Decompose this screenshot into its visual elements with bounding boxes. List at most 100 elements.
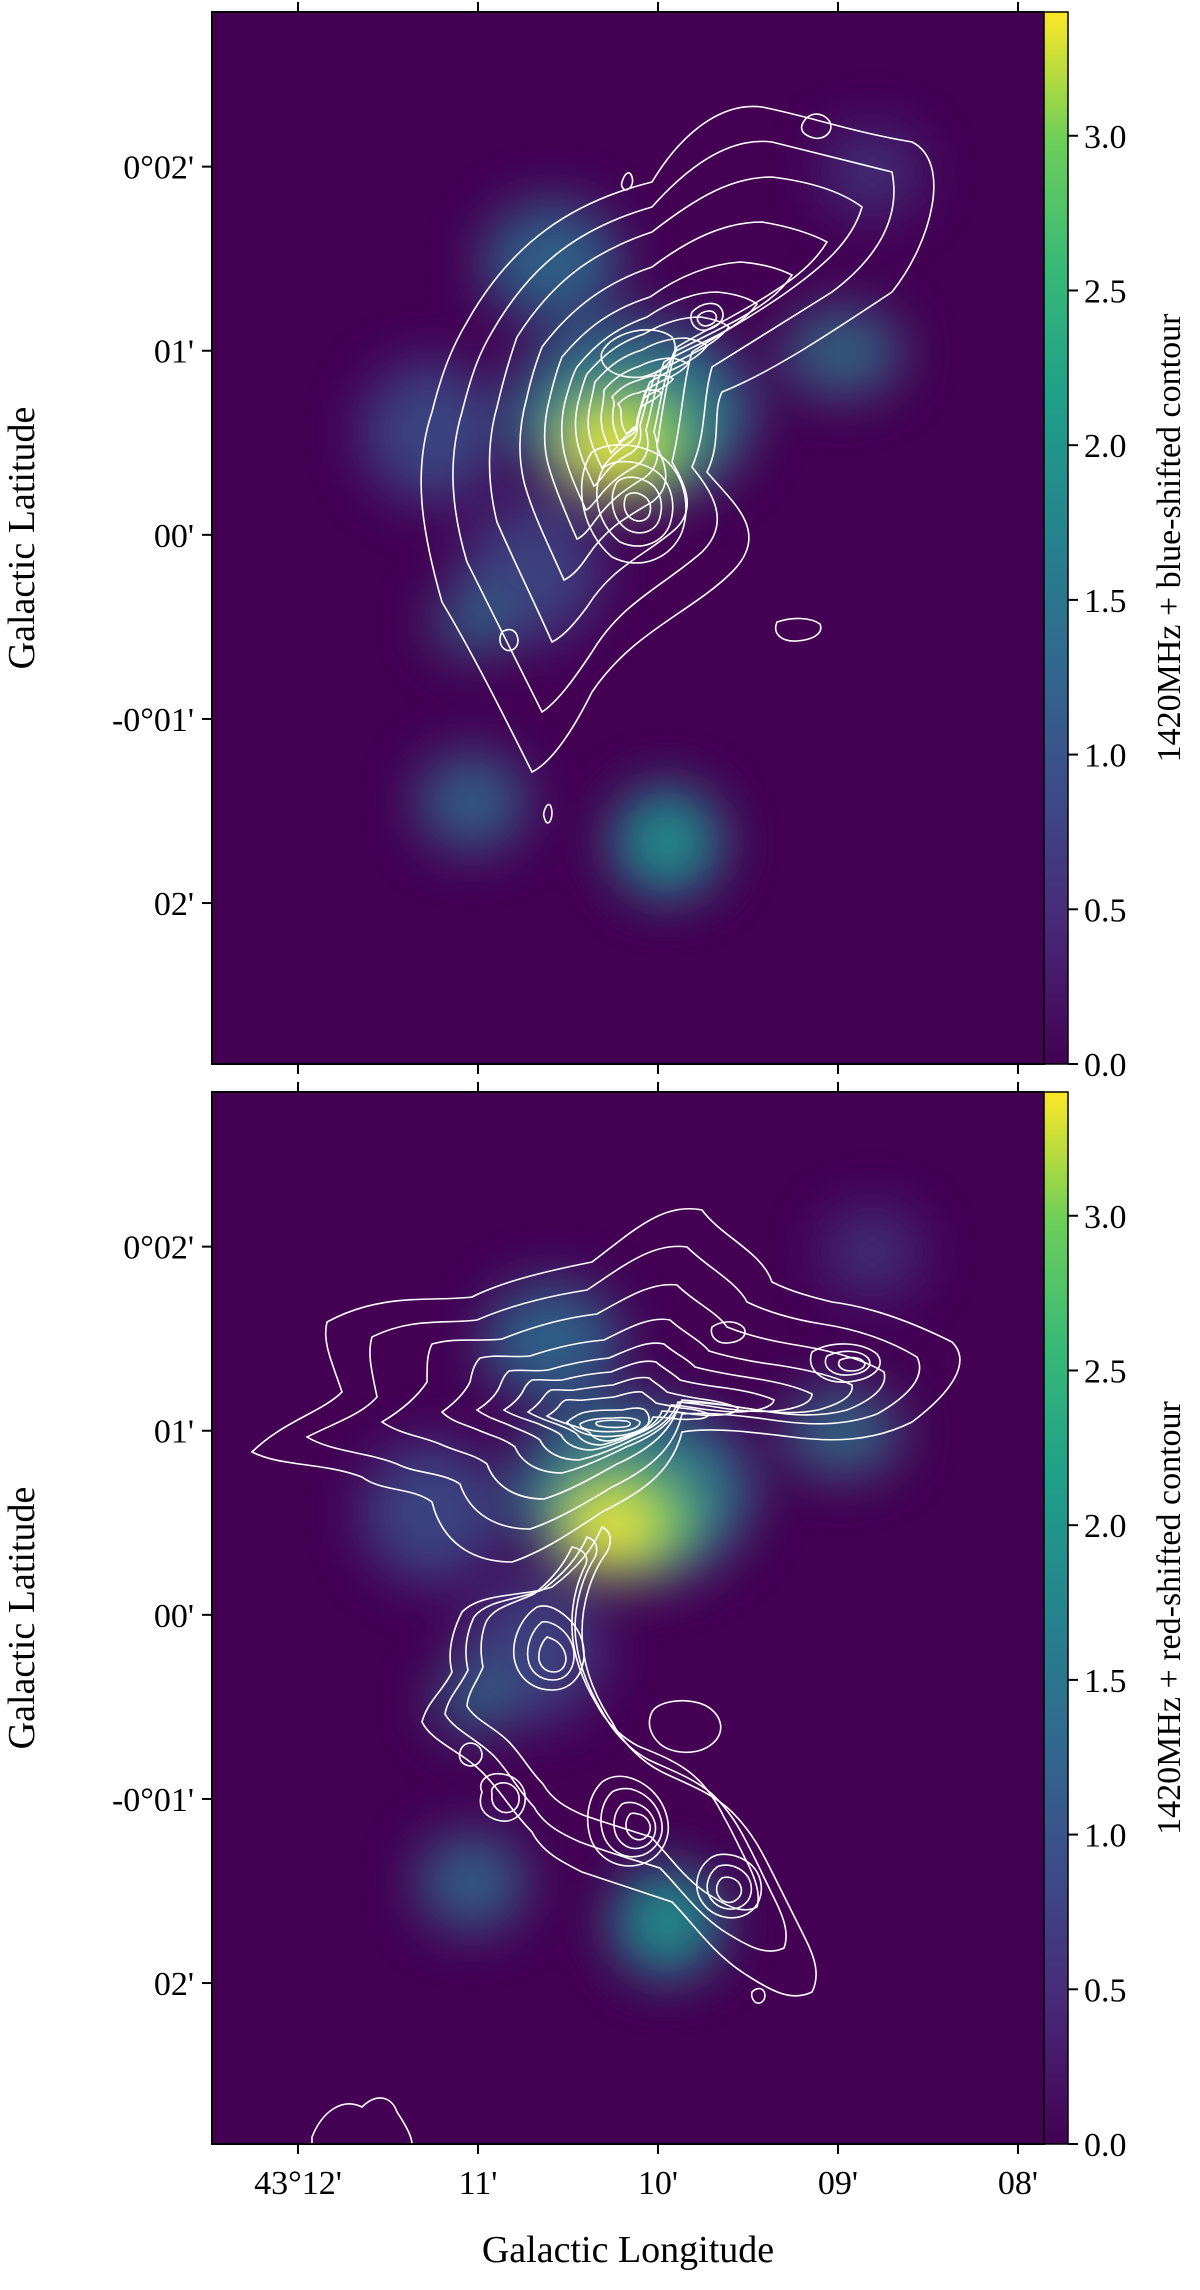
x-tick-label: 11' — [459, 2165, 498, 2202]
colorbar-tick-label: 2.5 — [1084, 273, 1127, 310]
contour-line — [580, 444, 687, 564]
contour-line — [305, 1245, 921, 1530]
y-tick-label: 02' — [154, 886, 194, 923]
contour-line — [479, 1772, 527, 1822]
y-tick-label: -0°01' — [112, 702, 194, 739]
x-tick-label: 10' — [638, 2165, 678, 2202]
contour-line — [595, 1419, 632, 1429]
contours-blue-shifted — [420, 105, 935, 824]
contour-line — [613, 1801, 657, 1850]
contour-line — [440, 1318, 853, 1474]
emission-blob — [612, 1867, 722, 1977]
x-tick-label: 08' — [998, 2165, 1038, 2202]
contour-line — [809, 1343, 881, 1383]
y-axis-label: Galactic Latitude — [1, 1487, 43, 1750]
emission-blob — [782, 307, 902, 397]
contour-line — [775, 617, 822, 642]
x-tick-label: 09' — [818, 2165, 858, 2202]
contour-line — [499, 628, 519, 652]
y-tick-label: 01' — [154, 1414, 194, 1451]
panel-top: 0°02' 01' 00' -0°01' 02' Galactic Latitude 0.0… — [1, 2, 1188, 1084]
colorbar-tick-label: 1.0 — [1084, 1818, 1127, 1855]
colorbar-label: 1420MHz + blue-shifted contour — [1151, 313, 1188, 762]
colorbar-tick-label: 2.0 — [1084, 1508, 1127, 1545]
contour-line — [824, 1350, 871, 1376]
contour-line — [596, 460, 674, 547]
contour-line — [475, 1342, 813, 1461]
colorbar-top — [1043, 11, 1069, 1065]
contour-line — [586, 1775, 669, 1867]
contour-line — [250, 1207, 961, 1563]
contour-line — [519, 221, 829, 582]
x-axis-label: Galactic Longitude — [482, 2229, 774, 2271]
contour-line — [466, 1546, 760, 1911]
emission-blob — [822, 127, 922, 217]
contour-line — [488, 176, 863, 644]
emission-blob — [612, 787, 722, 897]
colorbar-tick-label: 2.5 — [1084, 1353, 1127, 1390]
emission-blob — [432, 1667, 512, 1737]
emission-blob — [362, 1442, 502, 1582]
emission-blob — [822, 1207, 922, 1297]
heatmap-image-top — [212, 12, 1044, 1064]
emission-blob — [362, 362, 502, 502]
contour-line — [561, 291, 759, 511]
contour-line — [750, 1987, 766, 2004]
contour-line — [452, 140, 895, 714]
colorbar-tick-label: 1.5 — [1084, 1663, 1127, 1700]
contour-line — [311, 2097, 413, 2144]
contour-line — [574, 316, 731, 488]
contour-line — [800, 113, 832, 140]
contour-line — [616, 389, 662, 436]
contour-line — [542, 803, 553, 824]
contour-line — [690, 302, 724, 332]
contour-line — [837, 1356, 866, 1372]
contour-line — [458, 1742, 483, 1767]
colorbar-bottom — [1043, 1091, 1069, 2145]
heatmap-image-bottom — [212, 1092, 1044, 2144]
contour-line — [526, 1376, 739, 1446]
y-tick-label: 00' — [154, 518, 194, 555]
contour-line — [565, 1407, 650, 1438]
colorbar-tick-label: 2.0 — [1084, 428, 1127, 465]
contour-line — [600, 1787, 663, 1858]
contour-line — [526, 1620, 575, 1681]
contour-line — [625, 1812, 652, 1841]
axes-bottom: 43°12' 11' 10' 09' 08' 0°02' 01' 00' -0°01' 02' Ga… — [1, 1082, 1188, 2202]
colorbar-tick-label: 1.0 — [1084, 738, 1127, 775]
colorbar-tick-label: 1.5 — [1084, 583, 1127, 620]
emission-blob — [432, 587, 512, 657]
contour-line — [696, 310, 718, 327]
contour-line — [490, 1782, 520, 1814]
contour-line — [620, 172, 634, 191]
y-tick-label: -0°01' — [112, 1782, 194, 1819]
contour-line — [543, 261, 794, 541]
contours-red-shifted — [250, 1207, 961, 2144]
panel-bottom: 43°12' 11' 10' 09' 08' 0°02' 01' 00' -0°01' 02' Ga… — [1, 1082, 1188, 2202]
colorbar-tick-label: 0.5 — [1084, 1972, 1127, 2009]
contour-line — [623, 492, 652, 522]
contour-line — [421, 1525, 817, 1997]
contour-line — [502, 1360, 775, 1451]
emission-blob — [574, 419, 650, 475]
contour-line — [545, 1391, 710, 1442]
emission-blob — [482, 202, 622, 322]
contour-line — [706, 1864, 753, 1910]
axes-top: 0°02' 01' 00' -0°01' 02' Galactic Latitude 0.0… — [1, 2, 1188, 1084]
contour-line — [420, 105, 935, 774]
contour-line — [715, 1876, 743, 1904]
colorbar-tick-label: 3.0 — [1084, 1199, 1127, 1236]
y-tick-label: 02' — [154, 1966, 194, 2003]
y-tick-label: 0°02' — [123, 1230, 194, 1267]
contour-line — [600, 329, 676, 379]
contour-line — [648, 1700, 722, 1754]
contour-line — [710, 1321, 746, 1344]
contour-line — [444, 1536, 787, 1952]
contour-line — [696, 1853, 763, 1919]
emission-blob — [417, 1832, 527, 1932]
colorbar-tick-label: 0.0 — [1084, 2127, 1127, 2164]
y-tick-label: 01' — [154, 334, 194, 371]
colorbar-label: 1420MHz + red-shifted contour — [1151, 1400, 1188, 1834]
emission-blob — [782, 1387, 902, 1477]
